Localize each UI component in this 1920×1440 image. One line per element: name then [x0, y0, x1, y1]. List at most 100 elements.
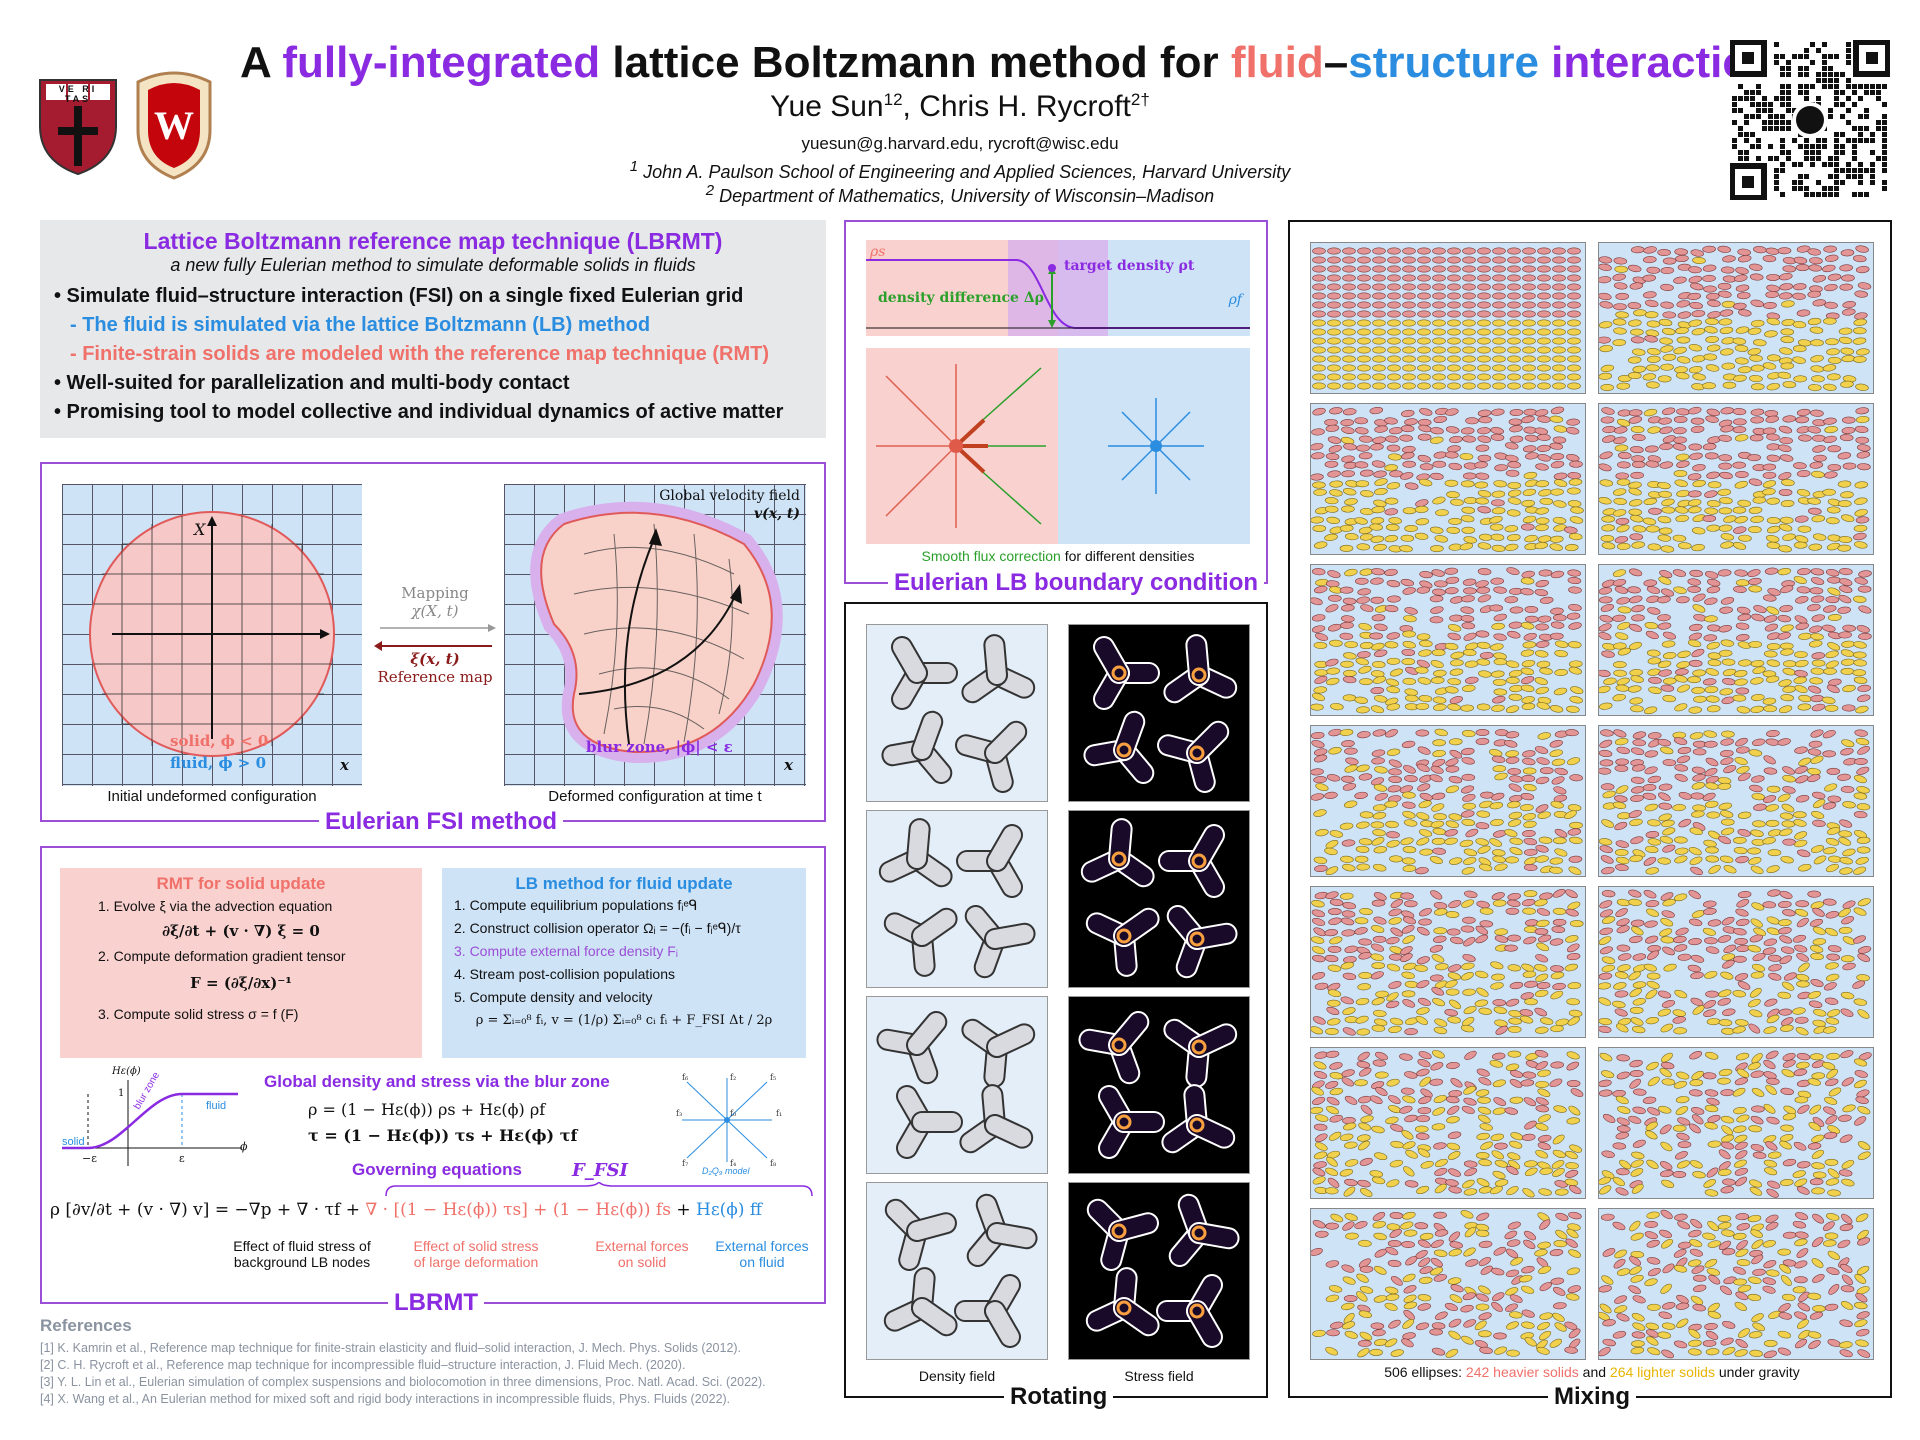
heavier-solid — [1615, 863, 1629, 872]
heavier-solid — [1523, 837, 1538, 846]
heavier-solid — [1632, 1106, 1646, 1114]
lighter-solid — [1460, 515, 1475, 523]
heavier-solid — [1462, 301, 1476, 309]
heavier-solid — [1355, 427, 1369, 435]
heavier-solid — [1809, 461, 1824, 469]
heavier-solid — [1356, 1060, 1371, 1069]
heavier-solid — [1631, 461, 1646, 469]
affiliation-2: 2 Department of Mathematics, University … — [705, 182, 1215, 206]
lighter-solid — [1808, 543, 1823, 551]
lighter-solid — [1358, 1122, 1372, 1131]
heavier-solid — [1357, 274, 1371, 282]
lighter-solid — [1311, 703, 1324, 711]
lighter-solid — [1659, 1068, 1672, 1078]
heavier-solid — [1313, 776, 1327, 784]
heavier-solid — [1662, 435, 1676, 443]
heavier-solid — [1371, 568, 1385, 576]
lighter-solid — [1737, 1284, 1752, 1293]
d2q9-f-label: f₃ — [676, 1109, 682, 1118]
heavier-solid — [1444, 829, 1458, 837]
heavier-solid — [1568, 1185, 1582, 1195]
lighter-solid — [1475, 1229, 1490, 1237]
lighter-solid — [1601, 956, 1616, 964]
lighter-solid — [1344, 641, 1358, 649]
lighter-solid — [1523, 890, 1538, 898]
lighter-solid — [1567, 804, 1582, 812]
lighter-solid — [1857, 1151, 1871, 1161]
heavier-solid — [1750, 1115, 1764, 1125]
heavier-solid — [1507, 292, 1521, 300]
lighter-solid — [1504, 829, 1518, 837]
heavier-solid — [1311, 909, 1325, 918]
lighter-solid — [1599, 982, 1612, 990]
lighter-solid — [1343, 1313, 1355, 1324]
heavier-solid — [1689, 623, 1703, 632]
heavier-solid — [1735, 622, 1750, 630]
heavier-solid — [1505, 907, 1520, 915]
lighter-solid — [1462, 382, 1476, 390]
lighter-solid — [1613, 327, 1627, 335]
lighter-solid — [1766, 659, 1781, 667]
heavier-solid — [1735, 1213, 1750, 1221]
lighter-solid — [1567, 982, 1582, 990]
lighter-solid — [1811, 659, 1826, 667]
qr-code[interactable] — [1729, 39, 1891, 201]
lighter-solid — [1553, 425, 1568, 433]
undeformed-figure: X solid, ϕ < 0 fluid, ϕ > 0 x — [62, 484, 362, 786]
lighter-solid — [1375, 990, 1389, 998]
heavier-solid — [1537, 247, 1551, 255]
lighter-solid — [1567, 364, 1581, 372]
lighter-solid — [1460, 704, 1474, 712]
lighter-solid — [1646, 355, 1661, 363]
density-diff-label: density difference Δρ — [878, 290, 1044, 306]
lighter-solid — [1853, 641, 1867, 649]
heavier-solid — [1520, 1079, 1535, 1087]
lighter-solid — [1855, 1339, 1869, 1347]
lighter-solid — [1676, 1318, 1689, 1328]
heavier-solid — [1432, 310, 1446, 318]
heavier-solid — [1630, 919, 1645, 927]
heavier-solid — [1534, 746, 1549, 754]
lighter-solid — [1492, 1107, 1507, 1115]
lighter-solid — [1311, 1026, 1324, 1035]
emails[interactable]: yuesun@g.harvard.edu, rycroft@wisc.edu — [801, 134, 1119, 153]
heavier-solid — [1853, 811, 1868, 819]
lighter-solid — [1386, 703, 1401, 711]
heavier-solid — [1720, 407, 1735, 415]
lighter-solid — [1617, 647, 1632, 656]
heavier-solid — [1374, 623, 1388, 631]
lighter-solid — [1809, 326, 1824, 334]
lighter-solid — [1401, 658, 1416, 666]
heavier-solid — [1445, 451, 1459, 459]
heavier-solid — [1313, 1071, 1328, 1079]
lighter-solid — [1433, 669, 1447, 677]
lighter-solid — [1792, 356, 1806, 364]
lighter-solid — [1489, 515, 1503, 524]
heavier-solid — [1631, 1331, 1646, 1339]
heavier-solid — [1402, 292, 1416, 300]
lighter-solid — [1522, 813, 1537, 821]
lighter-solid — [1841, 739, 1855, 748]
heavier-solid — [1808, 685, 1822, 694]
heavier-solid — [1539, 767, 1554, 775]
heavier-solid — [1388, 768, 1402, 776]
heavier-solid — [1704, 740, 1718, 748]
mixing-frame — [1598, 564, 1874, 716]
heavier-solid — [1660, 588, 1675, 597]
heavier-solid — [1329, 1114, 1343, 1123]
lighter-solid — [1692, 1171, 1706, 1179]
heavier-solid — [1507, 274, 1521, 282]
lighter-solid — [1734, 757, 1748, 766]
lighter-solid — [1523, 783, 1537, 792]
heavier-solid — [1765, 1221, 1779, 1231]
heavier-solid — [1491, 792, 1505, 801]
heavier-solid — [1796, 917, 1809, 928]
heavier-solid — [1723, 1276, 1737, 1285]
heavier-solid — [1762, 795, 1777, 803]
lighter-solid — [1356, 863, 1370, 871]
lighter-solid — [1370, 953, 1384, 961]
heavier-solid — [1475, 925, 1489, 935]
lighter-solid — [1446, 1116, 1460, 1124]
lighter-solid — [1642, 373, 1657, 381]
lighter-solid — [1386, 840, 1400, 848]
